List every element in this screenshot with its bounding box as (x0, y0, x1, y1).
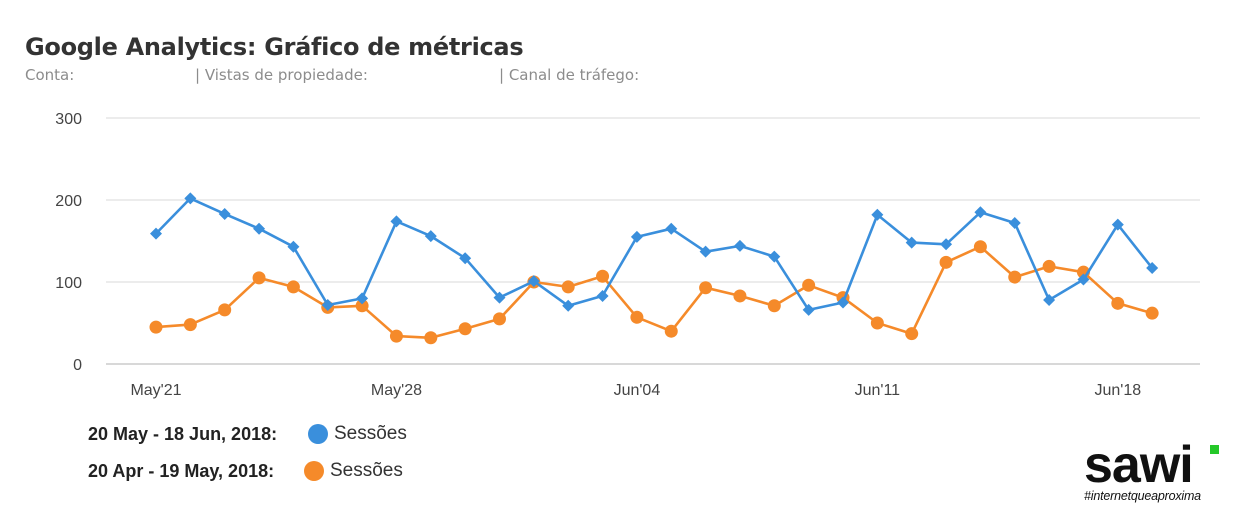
data-point-previous (767, 299, 781, 313)
data-point-current (665, 222, 678, 235)
data-point-previous (218, 303, 232, 317)
data-point-previous (286, 280, 300, 294)
series-line-current (155, 197, 1154, 312)
data-point-previous (733, 289, 747, 303)
data-point-previous (973, 240, 987, 254)
data-point-current (802, 303, 815, 316)
legend-marker-current (308, 424, 328, 444)
canal-label: | Canal de tráfego: (499, 66, 640, 84)
data-point-previous (183, 318, 197, 332)
data-point-previous (939, 255, 953, 269)
vistas-label: | Vistas de propiedade: (195, 66, 368, 84)
data-point-current (1043, 294, 1056, 307)
data-point-previous (493, 312, 506, 326)
data-point-current (1111, 218, 1124, 231)
data-point-previous (424, 331, 438, 345)
legend-period-previous: 20 Apr - 19 May, 2018: (88, 460, 275, 481)
data-point-current (905, 236, 918, 249)
x-tick-label: Jun'18 (1094, 382, 1141, 399)
data-point-previous (1145, 306, 1159, 320)
legend-item-current: 20 May - 18 Jun, 2018: Sessões (88, 421, 407, 447)
data-point-previous (561, 280, 575, 294)
data-point-previous (1111, 296, 1125, 310)
data-point-previous (252, 271, 266, 285)
data-point-current (768, 250, 781, 263)
y-tick-label: 200 (55, 193, 82, 210)
data-point-current (562, 299, 575, 312)
data-point-previous (1008, 270, 1022, 284)
y-tick-label: 100 (55, 275, 82, 292)
data-point-previous (802, 278, 816, 292)
line-chart: 0 100 200 300 May'21 May'28 Jun'04 Jun'11 Jun'18 (55, 111, 1200, 399)
data-point-current (630, 230, 643, 243)
data-point-current (1008, 216, 1021, 229)
data-point-current (837, 296, 849, 309)
data-point-previous (664, 324, 678, 338)
legend-item-previous: 20 Apr - 19 May, 2018: Sessões (88, 458, 403, 484)
data-point-previous (596, 269, 610, 283)
legend-series-current: Sessões (334, 423, 407, 444)
data-point-current (287, 240, 300, 253)
data-point-current (150, 227, 162, 240)
legend-series-previous: Sessões (330, 460, 403, 481)
data-point-previous (355, 299, 369, 313)
data-point-previous (699, 281, 713, 295)
data-point-current (390, 215, 403, 228)
x-tick-label: May'28 (371, 382, 422, 399)
data-point-current (493, 291, 506, 304)
legend-marker-previous (304, 461, 324, 481)
x-tick-label: Jun'11 (855, 382, 901, 399)
data-point-current (940, 238, 953, 251)
data-point-current (871, 208, 884, 221)
data-point-previous (905, 327, 919, 341)
logo-tagline: #internetqueaproxima (1084, 489, 1201, 503)
legend-period-current: 20 May - 18 Jun, 2018: (88, 423, 278, 444)
data-point-previous (870, 316, 884, 330)
sawi-logo: sawi #internetqueaproxima (1084, 439, 1224, 505)
data-point-previous (1042, 259, 1056, 273)
data-point-previous (458, 322, 472, 336)
data-point-current (356, 292, 369, 305)
data-point-current (733, 239, 746, 252)
x-tick-label: May'21 (130, 382, 181, 399)
series-line-previous (155, 245, 1153, 340)
data-point-current (321, 298, 334, 311)
logo-accent-dot (1210, 445, 1219, 454)
data-point-current (527, 275, 540, 288)
y-tick-label: 0 (73, 357, 82, 374)
data-point-current (974, 206, 987, 219)
data-point-previous (630, 310, 644, 324)
data-point-current (459, 252, 472, 265)
data-point-current (1077, 273, 1090, 286)
data-point-current (596, 289, 609, 302)
conta-label: Conta: (25, 66, 75, 84)
data-point-previous (149, 320, 163, 334)
data-point-current (699, 245, 712, 258)
data-point-current (1146, 262, 1159, 275)
data-point-current (218, 207, 231, 220)
y-tick-label: 300 (55, 111, 82, 128)
data-point-current (184, 192, 197, 205)
data-point-current (424, 230, 437, 243)
logo-wordmark: sawi (1084, 436, 1194, 494)
x-tick-label: Jun'04 (614, 382, 661, 399)
data-point-previous (389, 329, 403, 343)
data-point-current (253, 222, 266, 235)
chart-title: Google Analytics: Gráfico de métricas (25, 33, 524, 61)
